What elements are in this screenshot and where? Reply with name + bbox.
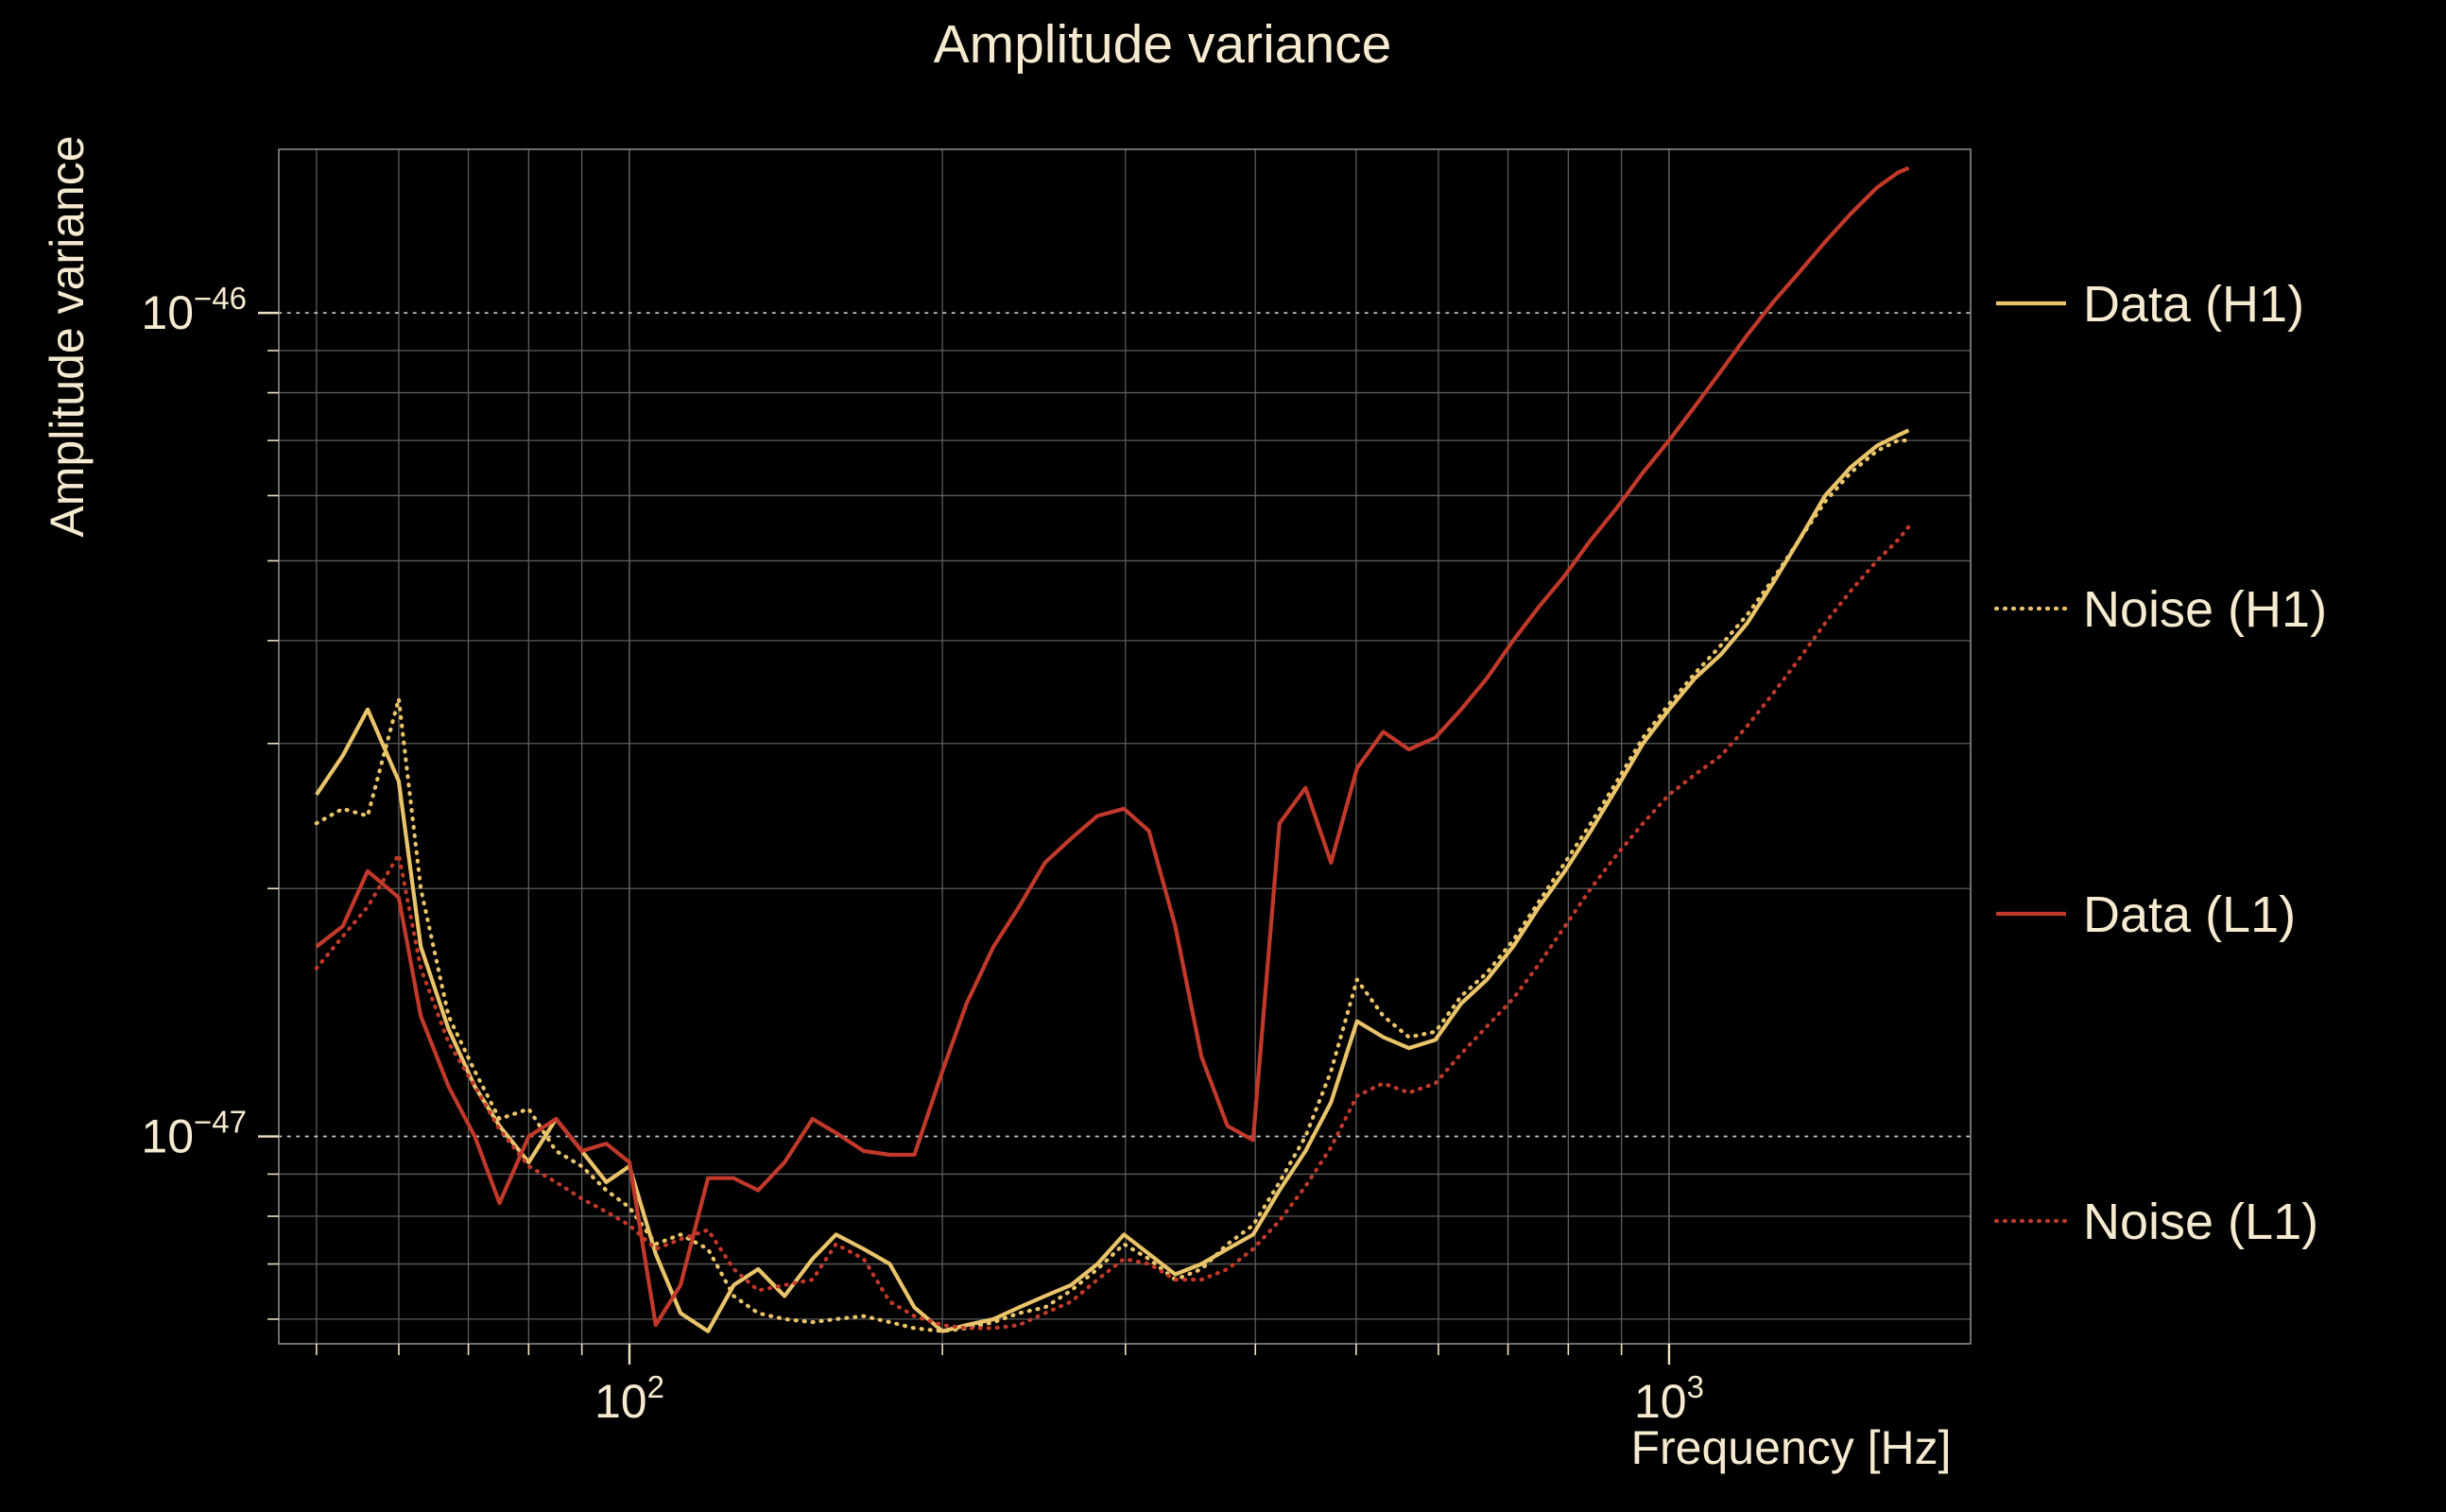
- chart-title: Amplitude variance: [934, 14, 1392, 75]
- x-axis-label: Frequency [Hz]: [1630, 1421, 1951, 1474]
- legend-entry: Noise (L1): [1993, 1194, 2318, 1250]
- x-tick-label: 102: [594, 1369, 664, 1428]
- y-tick-label: 10−47: [141, 1105, 247, 1163]
- plot-frame: [278, 148, 1972, 1345]
- legend-label: Noise (H1): [2083, 581, 2327, 638]
- legend-entry: Data (H1): [1996, 276, 2304, 333]
- y-axis-label: Amplitude variance: [41, 135, 94, 537]
- series-noise-h1: [314, 438, 1911, 1333]
- legend-label: Data (L1): [2083, 886, 2296, 943]
- legend: Data (H1) Noise (H1) Data (L1) Noise (L1): [1993, 276, 2327, 1250]
- legend-entry: Data (L1): [1996, 886, 2296, 943]
- data-series: [314, 165, 1911, 1333]
- legend-entry: Noise (H1): [1993, 581, 2327, 638]
- series-data-h1: [315, 428, 1910, 1333]
- legend-label: Data (H1): [2083, 276, 2304, 333]
- tick-labels: 102 103 10−47 10−46: [141, 281, 1704, 1428]
- x-tick-label: 103: [1634, 1369, 1704, 1428]
- series-noise-l1: [314, 524, 1911, 1331]
- legend-label: Noise (L1): [2083, 1194, 2318, 1250]
- series-data-l1: [315, 165, 1910, 1328]
- axis-ticks: [258, 311, 1671, 1365]
- y-tick-label: 10−46: [141, 281, 247, 339]
- grid-lines: [278, 149, 1972, 1344]
- plot-border: [278, 148, 1972, 1345]
